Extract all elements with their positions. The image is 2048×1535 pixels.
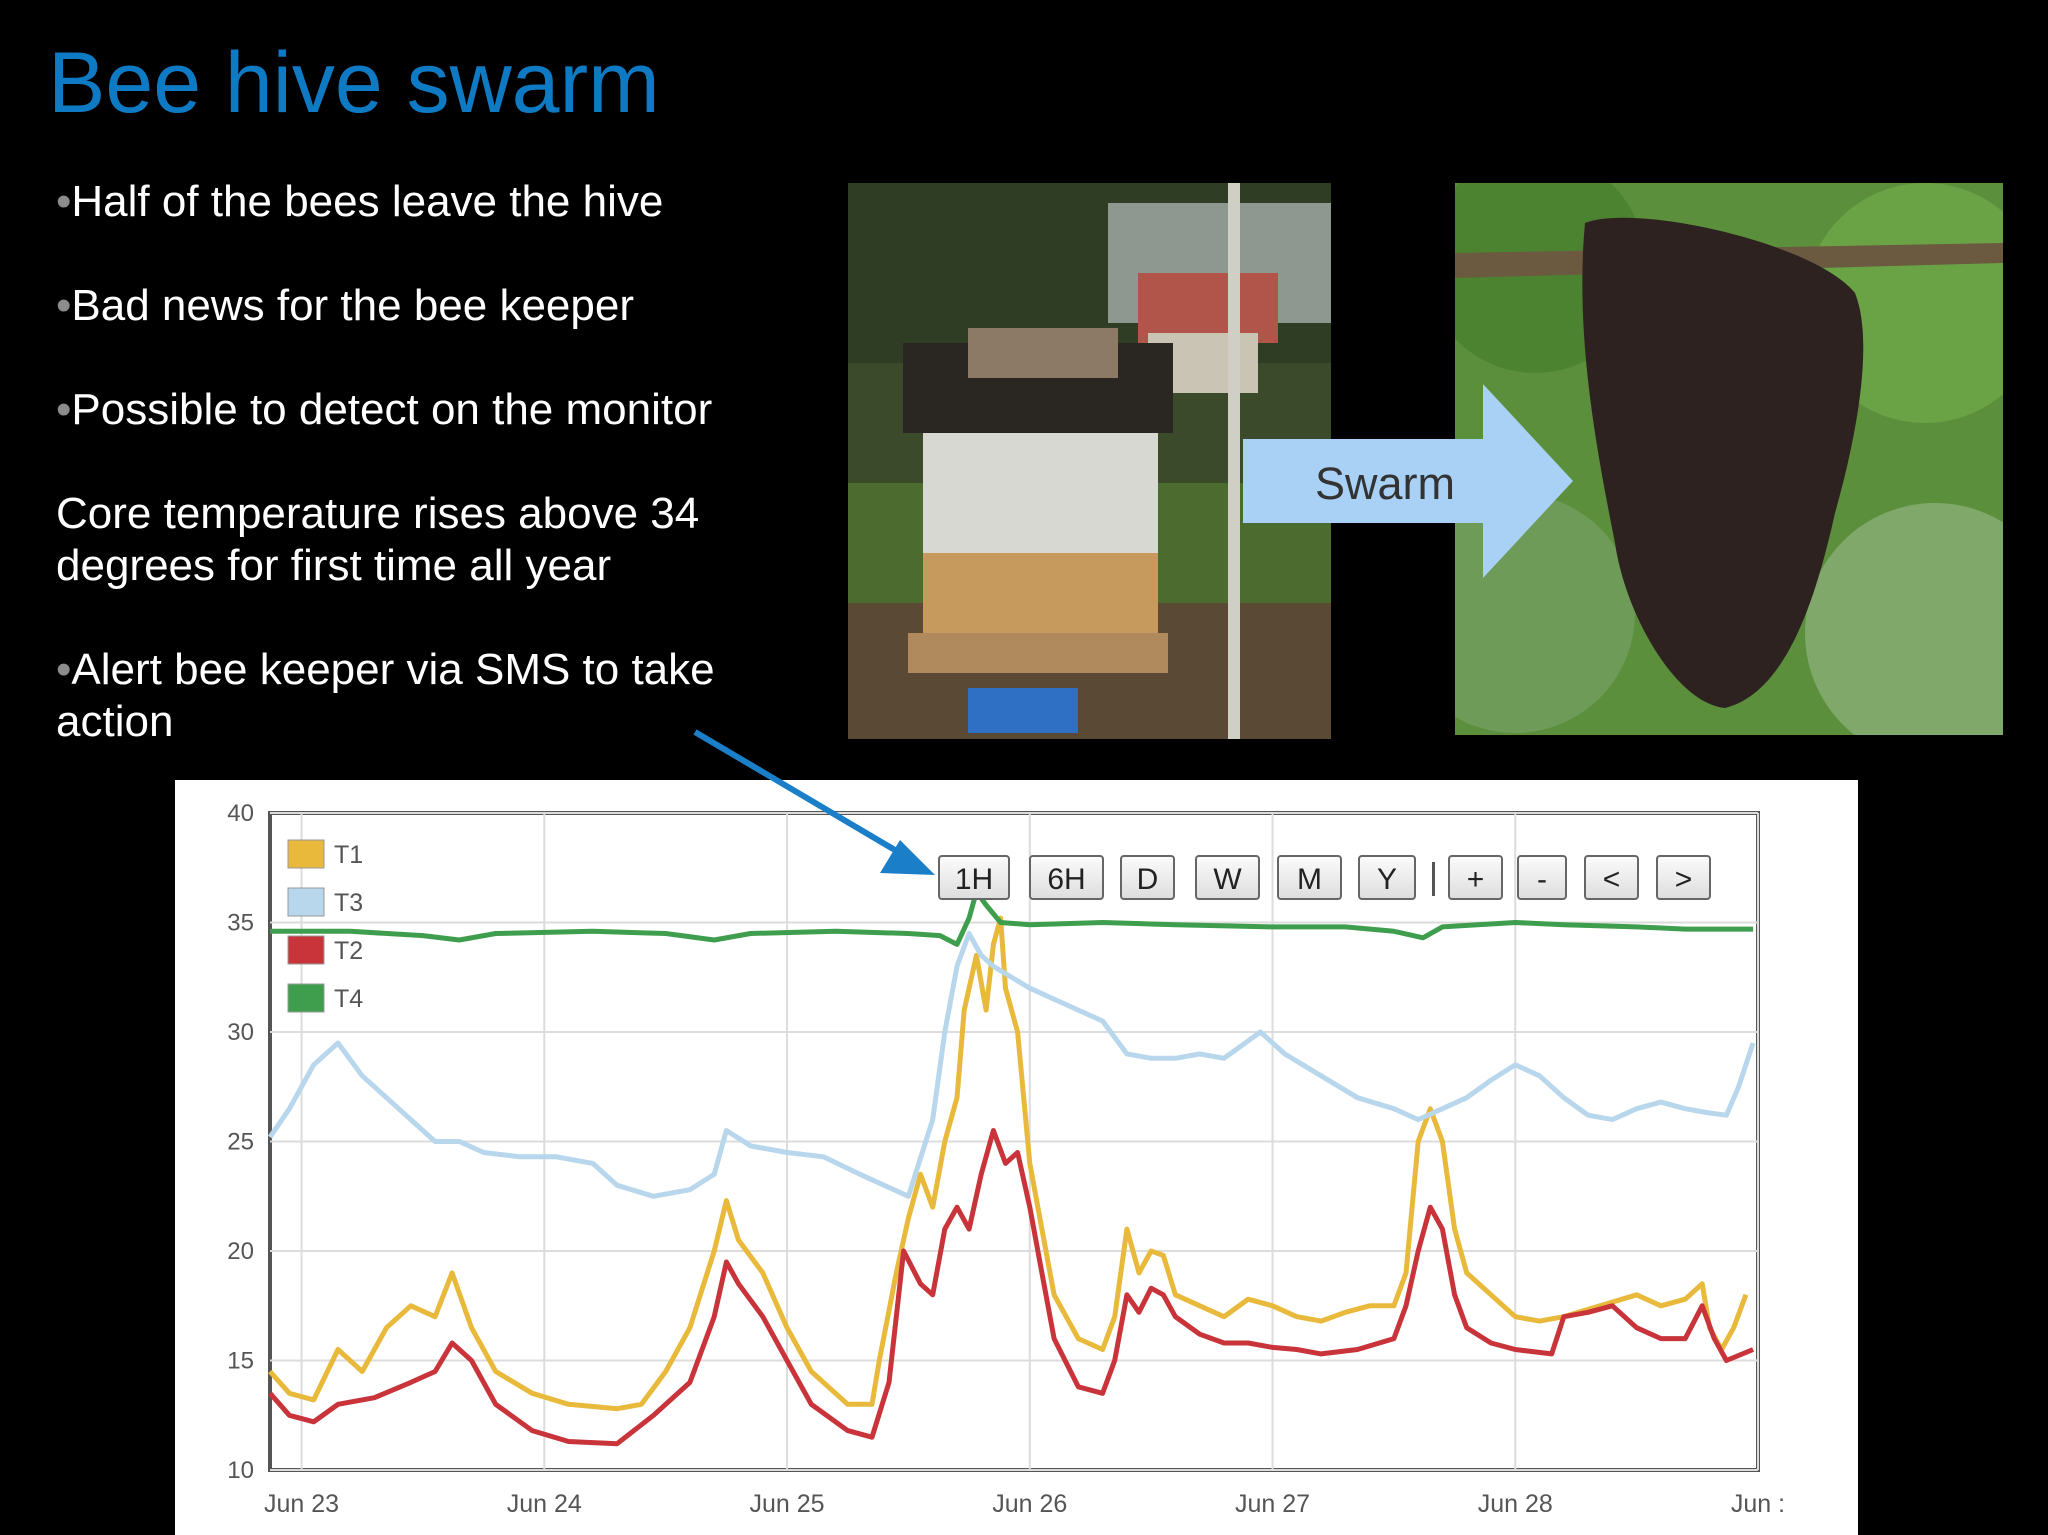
series-line-t2: [268, 1128, 1755, 1447]
x-tick-label: Jun 26: [992, 1490, 1067, 1518]
alert-line-2: action: [56, 697, 174, 746]
bullet-item: •Bad news for the bee keeper: [56, 280, 816, 332]
legend-label: T4: [334, 985, 363, 1013]
legend-label: T3: [334, 889, 363, 917]
bullet-text: Bad news for the bee keeper: [71, 281, 634, 330]
bullet-text: Possible to detect on the monitor: [71, 385, 713, 434]
swarm-arrow: [1243, 384, 1573, 578]
range-button-2[interactable]: D: [1120, 855, 1175, 900]
chart-legend: T1 T3 T2 T4: [287, 839, 363, 1013]
bullet-marker: •: [56, 645, 72, 694]
legend-swatch: [287, 983, 325, 1013]
x-axis-ticks: Jun 23 Jun 24 Jun 25 Jun 26 Jun 27 Jun 28 Jun …: [264, 1490, 1785, 1518]
bullet-item: •Possible to detect on the monitor: [56, 384, 816, 436]
swarm-arrow-shape: [1243, 384, 1573, 578]
range-button-5[interactable]: Y: [1358, 855, 1416, 900]
legend-label: T2: [334, 937, 363, 965]
y-tick-label: 30: [227, 1019, 254, 1046]
grid: [270, 812, 1759, 1471]
bullet-item: •Alert bee keeper via SMS to take action: [56, 644, 816, 748]
y-tick-label: 40: [227, 800, 254, 827]
range-button-7[interactable]: -: [1517, 855, 1567, 900]
series-line-t3: [267, 931, 1756, 1199]
x-tick-label: Jun 25: [750, 1490, 825, 1518]
bee-swarm-photo: [1455, 183, 2003, 735]
bullet-text: Half of the bees leave the hive: [71, 177, 664, 226]
x-tick-label: Jun 28: [1478, 1490, 1553, 1518]
note-line-1: Core temperature rises above 34: [56, 489, 700, 538]
bullet-marker: •: [56, 385, 72, 434]
x-tick-label: Jun 24: [507, 1490, 582, 1518]
x-tick-label: Jun 23: [264, 1490, 339, 1518]
y-axis-ticks: 10 15 20 25 30 35 40: [227, 800, 254, 1484]
range-button-9[interactable]: >: [1656, 855, 1711, 900]
core-temperature-note: Core temperature rises above 34 degrees f…: [56, 488, 816, 592]
y-tick-label: 25: [227, 1129, 254, 1156]
series-line-t1: [268, 915, 1749, 1412]
y-tick-label: 10: [227, 1457, 254, 1484]
x-tick-label: Jun :: [1731, 1490, 1785, 1518]
x-tick-label: Jun 27: [1235, 1490, 1310, 1518]
y-tick-label: 35: [227, 910, 254, 937]
y-tick-label: 15: [227, 1348, 254, 1375]
range-button-4[interactable]: M: [1277, 855, 1342, 900]
range-button-1[interactable]: 6H: [1029, 855, 1104, 900]
beehive-photo: [848, 183, 1331, 739]
legend-swatch: [287, 887, 325, 917]
bullet-marker: •: [56, 177, 72, 226]
slide-title: Bee hive swarm: [48, 35, 660, 131]
legend-swatch: [287, 935, 325, 965]
range-button-6[interactable]: +: [1448, 855, 1503, 900]
y-tick-label: 20: [227, 1238, 254, 1265]
range-button-3[interactable]: W: [1195, 855, 1260, 900]
bullet-marker: •: [56, 281, 72, 330]
alert-line-1: Alert bee keeper via SMS to take: [71, 645, 715, 694]
legend-label: T1: [334, 841, 363, 869]
swarm-arrow-label: Swarm: [1314, 458, 1455, 509]
legend-swatch: [287, 839, 325, 869]
range-button-8[interactable]: <: [1584, 855, 1639, 900]
controls-separator: [1432, 862, 1435, 896]
bullet-item: •Half of the bees leave the hive: [56, 176, 816, 228]
bullet-list: •Half of the bees leave the hive •Bad ne…: [56, 176, 816, 800]
range-button-0[interactable]: 1H: [938, 855, 1010, 900]
note-line-2: degrees for first time all year: [56, 541, 612, 590]
